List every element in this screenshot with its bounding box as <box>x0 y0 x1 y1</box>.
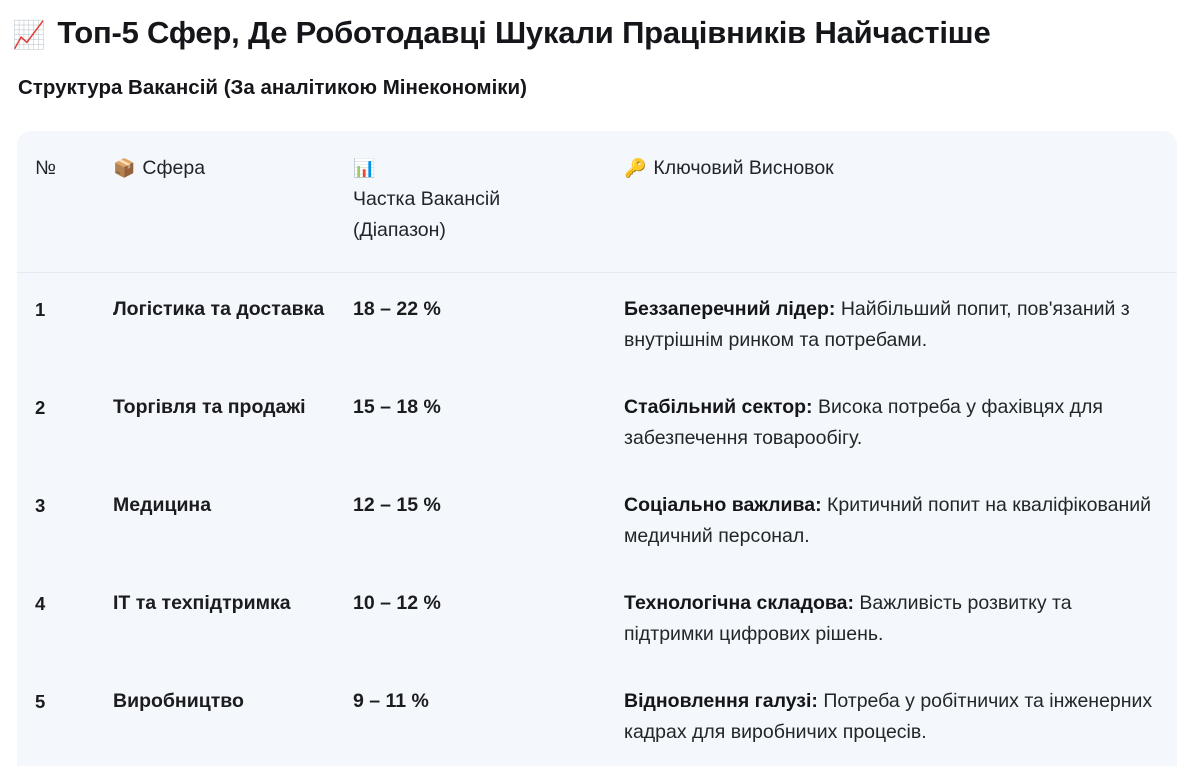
row-conclusion: Технологічна складова: Важливість розвит… <box>610 570 1177 668</box>
column-header-conclusion: 🔑 Ключовий Висновок <box>610 131 1177 273</box>
row-field: Виробництво <box>95 668 345 766</box>
table-row: 5 Виробництво 9 – 11 % Відновлення галуз… <box>17 668 1177 766</box>
row-conclusion: Відновлення галузі: Потреба у робітничих… <box>610 668 1177 766</box>
row-share: 15 – 18 % <box>345 374 610 472</box>
column-header-conclusion-label: Ключовий Висновок <box>653 153 833 184</box>
row-share: 9 – 11 % <box>345 668 610 766</box>
row-conclusion: Беззаперечний лідер: Найбільший попит, п… <box>610 273 1177 375</box>
page-root: 📈 Топ-5 Сфер, Де Роботодавці Шукали Прац… <box>0 0 1200 722</box>
row-field: Логістика та доставка <box>95 273 345 375</box>
table-header: № 📦 Сфера 📊 Частка Вакансій (Діапазон) 🔑 Кл… <box>17 131 1177 273</box>
column-header-number-label: № <box>35 153 56 184</box>
package-icon: 📦 <box>113 158 135 178</box>
row-field: Медицина <box>95 472 345 570</box>
row-number: 4 <box>17 570 95 668</box>
vacancy-structure-table: № 📦 Сфера 📊 Частка Вакансій (Діапазон) 🔑 Кл… <box>17 131 1177 766</box>
row-number: 3 <box>17 472 95 570</box>
table-body: 1 Логістика та доставка 18 – 22 % Беззап… <box>17 273 1177 766</box>
table-row: 1 Логістика та доставка 18 – 22 % Беззап… <box>17 273 1177 375</box>
row-conclusion-lead: Стабільний сектор: <box>624 396 813 418</box>
row-field: IT та техпідтримка <box>95 570 345 668</box>
row-conclusion-lead: Соціально важлива: <box>624 494 822 516</box>
column-header-field: 📦 Сфера <box>95 131 345 273</box>
chart-increasing-icon: 📈 <box>12 22 45 49</box>
column-header-share-label: Частка Вакансій (Діапазон) <box>353 184 598 246</box>
row-share: 18 – 22 % <box>345 273 610 375</box>
row-conclusion: Стабільний сектор: Висока потреба у фахі… <box>610 374 1177 472</box>
row-conclusion: Соціально важлива: Критичний попит на кв… <box>610 472 1177 570</box>
row-share: 10 – 12 % <box>345 570 610 668</box>
page-subtitle: Структура Вакансій (За аналітикою Мінеко… <box>0 54 1200 102</box>
row-conclusion-lead: Беззаперечний лідер: <box>624 298 835 320</box>
row-field: Торгівля та продажі <box>95 374 345 472</box>
row-conclusion-lead: Технологічна складова: <box>624 592 854 614</box>
column-header-share: 📊 Частка Вакансій (Діапазон) <box>345 131 610 273</box>
row-conclusion-lead: Відновлення галузі: <box>624 690 818 712</box>
table-row: 3 Медицина 12 – 15 % Соціально важлива: … <box>17 472 1177 570</box>
page-title-text: Топ-5 Сфер, Де Роботодавці Шукали Праців… <box>57 12 990 54</box>
key-icon: 🔑 <box>624 158 646 178</box>
row-share: 12 – 15 % <box>345 472 610 570</box>
table-header-row: № 📦 Сфера 📊 Частка Вакансій (Діапазон) 🔑 Кл… <box>17 131 1177 273</box>
table-row: 4 IT та техпідтримка 10 – 12 % Технологі… <box>17 570 1177 668</box>
row-number: 5 <box>17 668 95 766</box>
table-row: 2 Торгівля та продажі 15 – 18 % Стабільн… <box>17 374 1177 472</box>
column-header-field-label: Сфера <box>142 153 205 184</box>
row-number: 1 <box>17 273 95 375</box>
row-number: 2 <box>17 374 95 472</box>
vacancy-structure-table-container: № 📦 Сфера 📊 Частка Вакансій (Діапазон) 🔑 Кл… <box>17 131 1177 766</box>
page-title: 📈 Топ-5 Сфер, Де Роботодавці Шукали Прац… <box>0 0 1200 54</box>
bar-chart-icon: 📊 <box>353 158 375 178</box>
column-header-number: № <box>17 131 95 273</box>
